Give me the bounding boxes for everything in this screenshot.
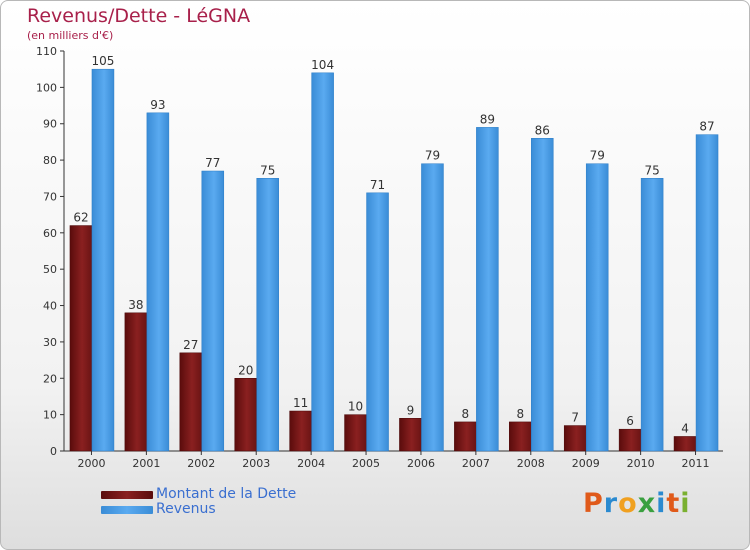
legend-swatch-revenus bbox=[101, 506, 153, 514]
y-tick-label: 40 bbox=[43, 300, 57, 313]
bar-revenus bbox=[91, 68, 115, 452]
x-tick-label: 2005 bbox=[352, 457, 380, 470]
data-label-dette: 10 bbox=[348, 400, 363, 414]
bar-dette bbox=[563, 425, 587, 452]
bar-dette bbox=[673, 436, 697, 452]
data-label-revenus: 71 bbox=[370, 178, 385, 192]
y-tick-label: 10 bbox=[43, 409, 57, 422]
chart-title: Revenus/Dette - LéGNA bbox=[27, 5, 251, 27]
bar-dette bbox=[618, 428, 642, 452]
y-tick-label: 0 bbox=[50, 445, 57, 458]
data-label-revenus: 86 bbox=[535, 123, 550, 137]
bar-revenus bbox=[311, 72, 334, 452]
data-label-revenus: 77 bbox=[205, 156, 220, 170]
bar-dette bbox=[69, 225, 93, 452]
x-tick-label: 2008 bbox=[517, 457, 545, 470]
data-label-revenus: 104 bbox=[311, 58, 334, 72]
x-tick-label: 2004 bbox=[297, 457, 325, 470]
bar-revenus bbox=[256, 178, 279, 452]
bar-revenus bbox=[531, 138, 554, 452]
bar-dette bbox=[344, 414, 367, 452]
data-label-dette: 20 bbox=[238, 363, 253, 377]
bar-revenus bbox=[640, 178, 664, 452]
bar-dette bbox=[454, 421, 477, 452]
data-label-dette: 8 bbox=[462, 407, 470, 421]
logo-letter: P bbox=[583, 488, 604, 519]
x-tick-label: 2009 bbox=[572, 457, 600, 470]
axes: 0 10 20 30 40 50 60 70 80 90 100 110 2000 2001 2002 200… bbox=[36, 45, 723, 470]
data-label-dette: 7 bbox=[571, 411, 579, 425]
data-label-revenus: 93 bbox=[150, 98, 165, 112]
logo-letter: r bbox=[603, 488, 619, 519]
y-tick-label: 60 bbox=[43, 227, 57, 240]
y-tick-label: 100 bbox=[36, 81, 57, 94]
data-label-dette: 9 bbox=[407, 403, 415, 417]
x-tick-label: 2011 bbox=[682, 457, 710, 470]
data-label-revenus: 75 bbox=[644, 163, 659, 177]
data-label-revenus: 79 bbox=[425, 149, 440, 163]
bar-revenus bbox=[585, 163, 609, 452]
data-label-revenus: 89 bbox=[480, 112, 495, 126]
logo-letter: t bbox=[666, 488, 681, 519]
bar-dette bbox=[234, 378, 257, 452]
logo-letter: o bbox=[618, 488, 638, 519]
data-label-dette: 4 bbox=[681, 421, 689, 435]
logo-letter: i bbox=[680, 488, 691, 519]
bars bbox=[69, 68, 719, 452]
bar-dette bbox=[124, 312, 148, 452]
data-label-dette: 38 bbox=[128, 298, 143, 312]
x-tick-label: 2010 bbox=[627, 457, 655, 470]
data-label-revenus: 105 bbox=[92, 54, 115, 68]
y-tick-label: 30 bbox=[43, 336, 57, 349]
data-label-dette: 62 bbox=[73, 211, 88, 225]
data-labels: 62 105 38 93 27 77 20 75 11 104 10 71 9 79 8 89 8 86 7 79 6 7… bbox=[73, 54, 714, 435]
x-tick-label: 2002 bbox=[187, 457, 215, 470]
x-tick-label: 2006 bbox=[407, 457, 435, 470]
logo-letter: x bbox=[637, 488, 657, 519]
bar-dette bbox=[289, 410, 312, 452]
x-tick-label: 2003 bbox=[242, 457, 270, 470]
y-tick-label: 90 bbox=[43, 118, 57, 131]
chart-subtitle: (en milliers d'€) bbox=[27, 29, 114, 42]
bar-dette bbox=[399, 418, 422, 452]
bar-revenus bbox=[476, 127, 499, 452]
data-label-dette: 8 bbox=[516, 407, 524, 421]
bar-revenus bbox=[201, 170, 225, 452]
y-tick-label: 80 bbox=[43, 154, 57, 167]
data-label-revenus: 79 bbox=[590, 149, 605, 163]
bar-revenus bbox=[695, 134, 719, 452]
x-tick-label: 2001 bbox=[132, 457, 160, 470]
data-label-dette: 6 bbox=[626, 414, 634, 428]
data-label-dette: 11 bbox=[293, 396, 308, 410]
data-label-revenus: 87 bbox=[699, 120, 714, 134]
bar-revenus bbox=[366, 192, 389, 452]
bar-dette bbox=[509, 421, 532, 452]
legend-label-dette: Montant de la Dette bbox=[156, 486, 297, 502]
y-tick-label: 20 bbox=[43, 372, 57, 385]
logo-letter: i bbox=[656, 488, 667, 519]
y-tick-label: 70 bbox=[43, 190, 57, 203]
y-tick-label: 50 bbox=[43, 263, 57, 276]
legend-swatch-dette bbox=[101, 491, 153, 499]
x-tick-label: 2000 bbox=[77, 457, 105, 470]
data-label-revenus: 75 bbox=[260, 163, 275, 177]
bar-revenus bbox=[421, 163, 444, 452]
bar-revenus bbox=[146, 112, 170, 452]
bar-dette bbox=[179, 352, 203, 452]
legend-label-revenus: Revenus bbox=[156, 501, 216, 517]
x-tick-label: 2007 bbox=[462, 457, 490, 470]
y-tick-label: 110 bbox=[36, 45, 57, 58]
data-label-dette: 27 bbox=[183, 338, 198, 352]
proxiti-logo: Proxiti bbox=[583, 488, 691, 519]
